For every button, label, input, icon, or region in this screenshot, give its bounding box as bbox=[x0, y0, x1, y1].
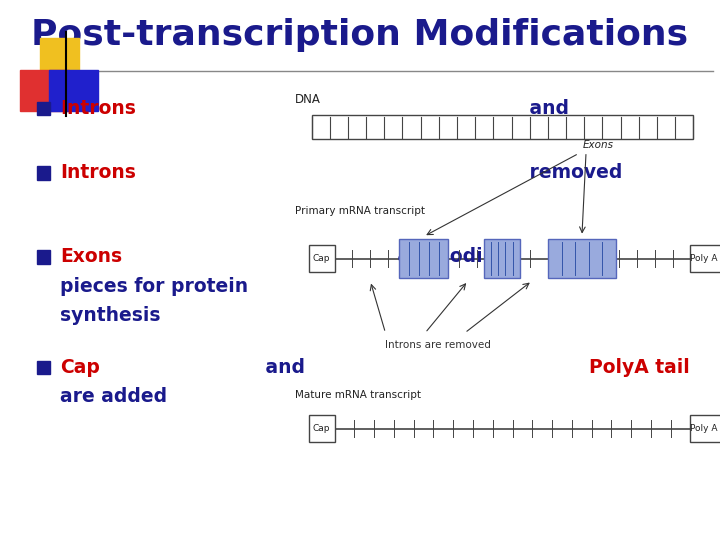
Text: are added: are added bbox=[60, 387, 168, 407]
Bar bbox=[49, 70, 98, 111]
Text: synthesis: synthesis bbox=[60, 306, 161, 326]
Text: Introns are removed: Introns are removed bbox=[385, 340, 491, 350]
Text: are coding: are coding bbox=[391, 247, 510, 266]
Text: and: and bbox=[523, 98, 576, 118]
Text: Introns: Introns bbox=[60, 98, 136, 118]
Bar bbox=[690, 415, 720, 442]
Bar bbox=[37, 250, 50, 264]
Text: Cap: Cap bbox=[313, 254, 330, 263]
Text: and: and bbox=[258, 357, 311, 377]
Text: Cap: Cap bbox=[313, 424, 330, 433]
Bar bbox=[309, 415, 335, 442]
Bar bbox=[548, 239, 616, 278]
Text: Poly A tail: Poly A tail bbox=[690, 424, 720, 433]
Bar bbox=[309, 245, 335, 272]
Bar bbox=[312, 115, 693, 139]
Bar bbox=[40, 38, 79, 78]
Text: Primary mRNA transcript: Primary mRNA transcript bbox=[295, 206, 426, 216]
Text: Cap: Cap bbox=[60, 357, 100, 377]
Bar bbox=[20, 70, 69, 111]
Text: DNA: DNA bbox=[295, 93, 321, 106]
Text: Post-transcription Modifications: Post-transcription Modifications bbox=[32, 18, 688, 52]
Text: Exons: Exons bbox=[60, 247, 122, 266]
Bar bbox=[37, 361, 50, 374]
Text: Exons: Exons bbox=[582, 140, 613, 150]
Bar bbox=[37, 102, 50, 115]
Bar bbox=[37, 166, 50, 180]
Text: Poly A tail: Poly A tail bbox=[690, 254, 720, 263]
Bar bbox=[690, 245, 720, 272]
Text: Introns: Introns bbox=[60, 163, 136, 183]
Text: pieces for protein: pieces for protein bbox=[60, 276, 248, 296]
Bar bbox=[399, 239, 449, 278]
Text: PolyA tail: PolyA tail bbox=[589, 357, 690, 377]
Text: removed: removed bbox=[523, 163, 623, 183]
Bar bbox=[484, 239, 520, 278]
Text: Mature mRNA transcript: Mature mRNA transcript bbox=[295, 390, 421, 400]
